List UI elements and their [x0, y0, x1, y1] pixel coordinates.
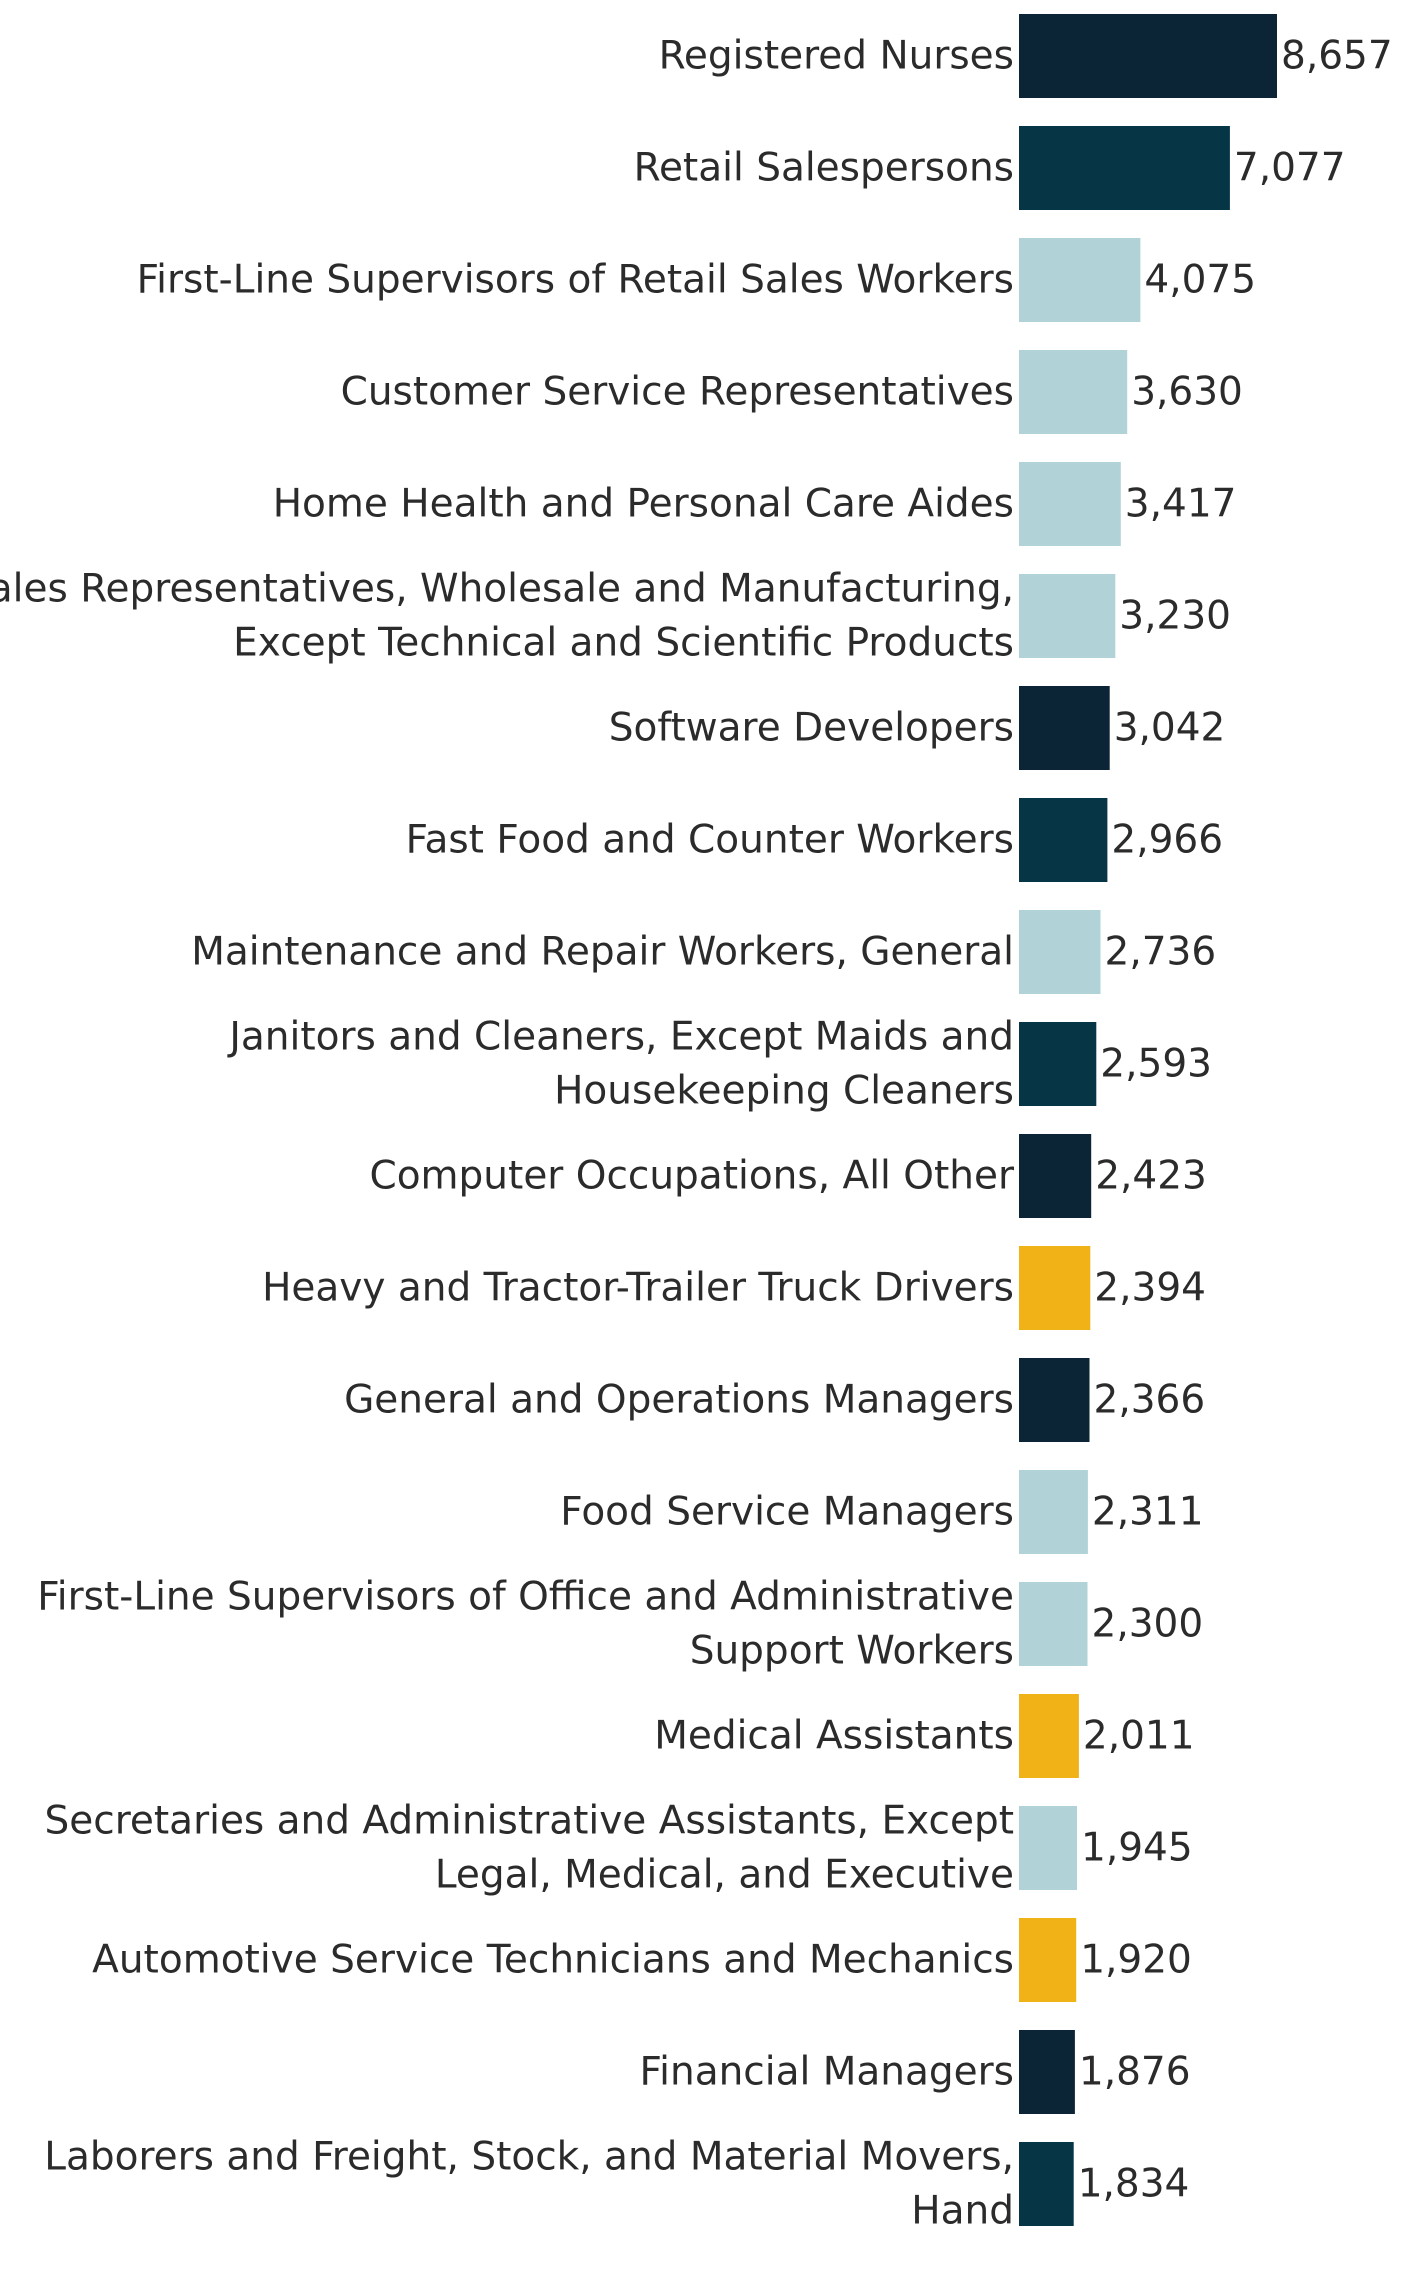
- category-label-16: Medical Assistants: [654, 1714, 1014, 1759]
- value-label-16: 2,011: [1083, 1714, 1195, 1759]
- value-label-14: 2,311: [1092, 1490, 1204, 1535]
- category-label-13: General and Operations Managers: [344, 1378, 1014, 1423]
- value-label-2: 7,077: [1234, 146, 1346, 191]
- bar-7: [1019, 686, 1110, 770]
- value-label-1: 8,657: [1281, 34, 1393, 79]
- category-label-6-line-1: Sales Representatives, Wholesale and Man…: [0, 567, 1014, 612]
- bar-12: [1019, 1246, 1091, 1330]
- category-label-5: Home Health and Personal Care Aides: [273, 482, 1014, 527]
- value-label-6: 3,230: [1119, 594, 1231, 639]
- bar-20: [1019, 2142, 1074, 2226]
- bar-9: [1019, 910, 1101, 994]
- category-label-15-line-2: Support Workers: [690, 1629, 1014, 1674]
- category-label-2: Retail Salespersons: [634, 146, 1014, 191]
- bars-layer: [1019, 14, 1277, 2226]
- bar-4: [1019, 350, 1128, 434]
- category-label-20-line-2: Hand: [911, 2189, 1014, 2234]
- category-label-14: Food Service Managers: [560, 1490, 1014, 1535]
- category-label-3: First-Line Supervisors of Retail Sales W…: [137, 258, 1014, 303]
- category-label-9: Maintenance and Repair Workers, General: [191, 930, 1014, 975]
- value-label-17: 1,945: [1081, 1826, 1193, 1871]
- value-labels-layer: 8,657 7,077 4,075 3,630 3,417 3,230 3,042 2,966…: [1078, 34, 1393, 2207]
- category-label-18: Automotive Service Technicians and Mecha…: [92, 1938, 1014, 1983]
- value-label-3: 4,075: [1144, 258, 1256, 303]
- category-label-11: Computer Occupations, All Other: [369, 1154, 1014, 1199]
- category-label-6-line-2: Except Technical and Scientific Products: [233, 621, 1014, 666]
- bar-11: [1019, 1134, 1092, 1218]
- category-label-4: Customer Service Representatives: [341, 370, 1014, 415]
- category-label-20-line-1: Laborers and Freight, Stock, and Materia…: [44, 2135, 1014, 2180]
- value-label-18: 1,920: [1080, 1938, 1192, 1983]
- category-label-19: Financial Managers: [640, 2050, 1014, 2095]
- category-label-10-line-1: Janitors and Cleaners, Except Maids and: [226, 1015, 1014, 1060]
- bar-15: [1019, 1582, 1088, 1666]
- bar-19: [1019, 2030, 1075, 2114]
- value-label-19: 1,876: [1079, 2050, 1191, 2095]
- bar-14: [1019, 1470, 1088, 1554]
- bar-1: [1019, 14, 1277, 98]
- bar-6: [1019, 574, 1116, 658]
- category-label-17-line-1: Secretaries and Administrative Assistant…: [45, 1799, 1014, 1844]
- value-label-13: 2,366: [1094, 1378, 1206, 1423]
- value-label-8: 2,966: [1111, 818, 1223, 863]
- bar-13: [1019, 1358, 1090, 1442]
- category-label-12: Heavy and Tractor-Trailer Truck Drivers: [262, 1266, 1014, 1311]
- bar-18: [1019, 1918, 1077, 2002]
- category-labels-layer: Registered Nurses Retail Salespersons Firs…: [0, 34, 1015, 2234]
- value-label-5: 3,417: [1125, 482, 1237, 527]
- category-label-10-line-2: Housekeeping Cleaners: [554, 1069, 1014, 1114]
- value-label-12: 2,394: [1094, 1266, 1206, 1311]
- bar-10: [1019, 1022, 1097, 1106]
- category-label-1: Registered Nurses: [659, 34, 1014, 79]
- value-label-20: 1,834: [1078, 2162, 1190, 2207]
- category-label-17-line-2: Legal, Medical, and Executive: [435, 1853, 1014, 1898]
- bar-17: [1019, 1806, 1077, 1890]
- bar-3: [1019, 238, 1141, 322]
- category-label-8: Fast Food and Counter Workers: [406, 818, 1014, 863]
- category-label-15-line-1: First-Line Supervisors of Office and Adm…: [37, 1575, 1014, 1620]
- bar-2: [1019, 126, 1230, 210]
- category-label-7: Software Developers: [609, 706, 1014, 751]
- value-label-11: 2,423: [1095, 1154, 1207, 1199]
- value-label-7: 3,042: [1114, 706, 1226, 751]
- bar-5: [1019, 462, 1121, 546]
- bar-8: [1019, 798, 1108, 882]
- value-label-4: 3,630: [1131, 370, 1243, 415]
- value-label-15: 2,300: [1092, 1602, 1204, 1647]
- bar-16: [1019, 1694, 1079, 1778]
- value-label-10: 2,593: [1100, 1042, 1212, 1087]
- value-label-9: 2,736: [1105, 930, 1217, 975]
